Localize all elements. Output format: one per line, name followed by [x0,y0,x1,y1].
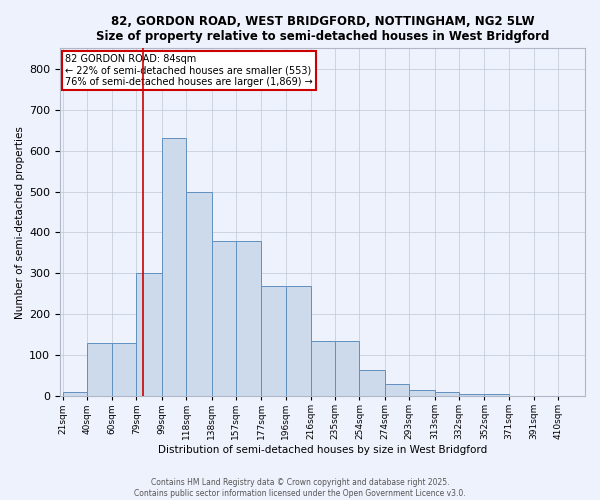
Text: Contains HM Land Registry data © Crown copyright and database right 2025.
Contai: Contains HM Land Registry data © Crown c… [134,478,466,498]
Text: 82 GORDON ROAD: 84sqm
← 22% of semi-detached houses are smaller (553)
76% of sem: 82 GORDON ROAD: 84sqm ← 22% of semi-deta… [65,54,313,87]
Bar [62,392,87,396]
Bar [484,394,509,396]
Bar [335,341,359,396]
X-axis label: Distribution of semi-detached houses by size in West Bridgford: Distribution of semi-detached houses by … [158,445,487,455]
Bar [409,390,434,396]
Bar [112,343,136,396]
Title: 82, GORDON ROAD, WEST BRIDGFORD, NOTTINGHAM, NG2 5LW
Size of property relative t: 82, GORDON ROAD, WEST BRIDGFORD, NOTTING… [96,15,549,43]
Bar [212,240,236,396]
Y-axis label: Number of semi-detached properties: Number of semi-detached properties [15,126,25,318]
Bar [459,394,484,396]
Bar [87,343,112,396]
Bar [236,240,262,396]
Bar [311,341,335,396]
Bar [136,274,162,396]
Bar [286,286,311,396]
Bar [162,138,186,396]
Bar [359,370,385,396]
Bar [186,192,212,396]
Bar [385,384,409,396]
Bar [262,286,286,396]
Bar [434,392,459,396]
